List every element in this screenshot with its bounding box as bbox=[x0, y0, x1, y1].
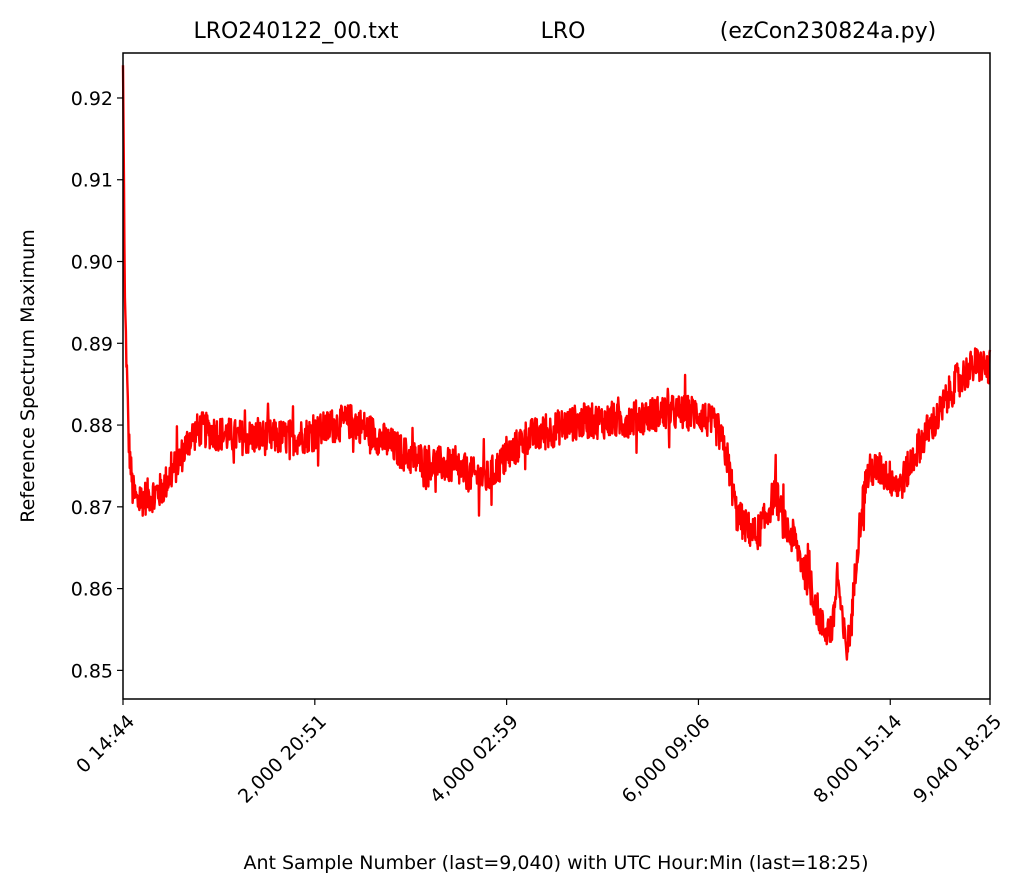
y-tick-label: 0.92 bbox=[71, 88, 113, 110]
y-axis-label: Reference Spectrum Maximum bbox=[17, 229, 39, 522]
series-line bbox=[121, 65, 992, 661]
y-tick-label: 0.91 bbox=[71, 170, 113, 192]
plot-area bbox=[121, 65, 992, 661]
y-tick-label: 0.86 bbox=[71, 579, 113, 601]
y-axis: 0.85 0.86 0.87 0.88 0.89 0.90 0.91 0.92 bbox=[71, 88, 123, 682]
y-tick-label: 0.90 bbox=[71, 252, 113, 274]
plot-frame bbox=[122, 52, 991, 700]
y-tick-label: 0.89 bbox=[71, 333, 113, 355]
y-tick-label: 0.88 bbox=[71, 415, 113, 437]
chart-title-file: LRO240122_00.txt bbox=[193, 19, 398, 44]
y-tick-label: 0.87 bbox=[71, 497, 113, 519]
y-tick-label: 0.85 bbox=[71, 660, 113, 682]
chart-title: LRO240122_00.txt LRO (ezCon230824a.py) bbox=[193, 19, 936, 44]
x-axis-label: Ant Sample Number (last=9,040) with UTC … bbox=[243, 852, 868, 874]
chart-title-station: LRO bbox=[541, 19, 586, 44]
chart-title-program: (ezCon230824a.py) bbox=[720, 19, 936, 44]
